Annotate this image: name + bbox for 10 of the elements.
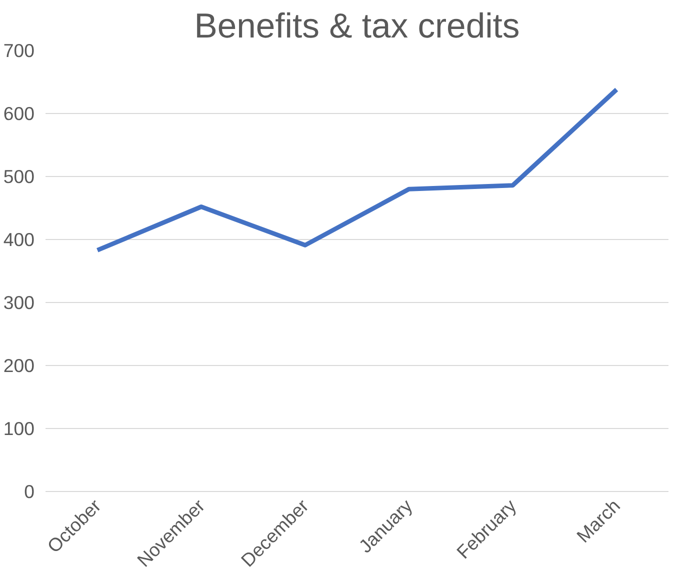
y-tick-label: 600: [3, 103, 35, 124]
y-tick-label: 300: [3, 292, 35, 313]
y-tick-label: 700: [3, 40, 35, 61]
y-tick-label: 500: [3, 166, 35, 187]
line-series: [95, 87, 619, 252]
chart-title: Benefits & tax credits: [194, 8, 520, 46]
y-tick-label: 200: [3, 355, 35, 376]
y-tick-label: 0: [24, 481, 35, 502]
y-tick-label: 400: [3, 229, 35, 250]
y-tick-label: 100: [3, 418, 35, 439]
